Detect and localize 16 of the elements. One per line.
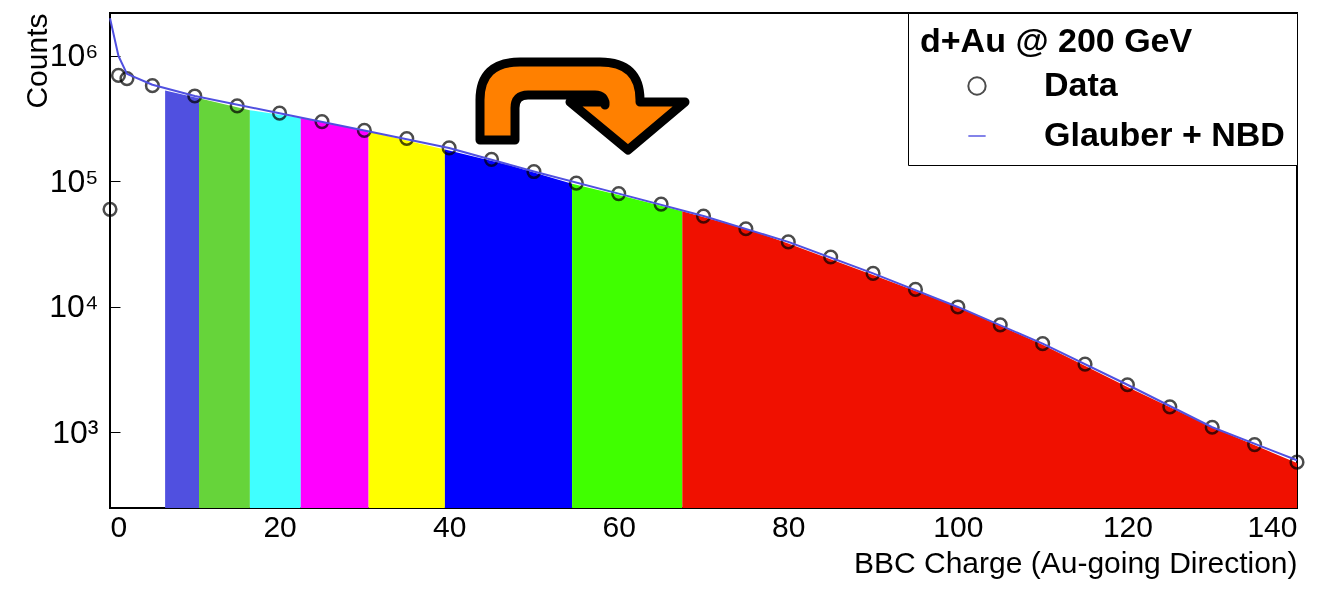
y-tick-label: 10⁶: [49, 37, 99, 74]
x-axis-title: BBC Charge (Au-going Direction): [853, 545, 1298, 579]
x-tick-label: 140: [1247, 509, 1298, 543]
x-tick-label: 60: [602, 509, 636, 543]
legend-title: d+Au @ 200 GeV: [920, 21, 1193, 59]
x-tick-label: 0: [110, 509, 128, 543]
legend-label: Data: [1044, 65, 1119, 103]
x-tick-label: 100: [933, 509, 984, 543]
x-tick-label: 40: [432, 509, 467, 543]
y-tick-label: 10³: [52, 413, 99, 450]
y-tick-label: 10⁴: [49, 288, 99, 325]
y-tick-label: 10⁵: [49, 162, 99, 199]
x-tick-label: 120: [1102, 509, 1153, 543]
x-tick-label: 20: [263, 509, 297, 543]
x-tick-label: 80: [772, 509, 806, 543]
legend-label: Glauber + NBD: [1044, 115, 1285, 153]
